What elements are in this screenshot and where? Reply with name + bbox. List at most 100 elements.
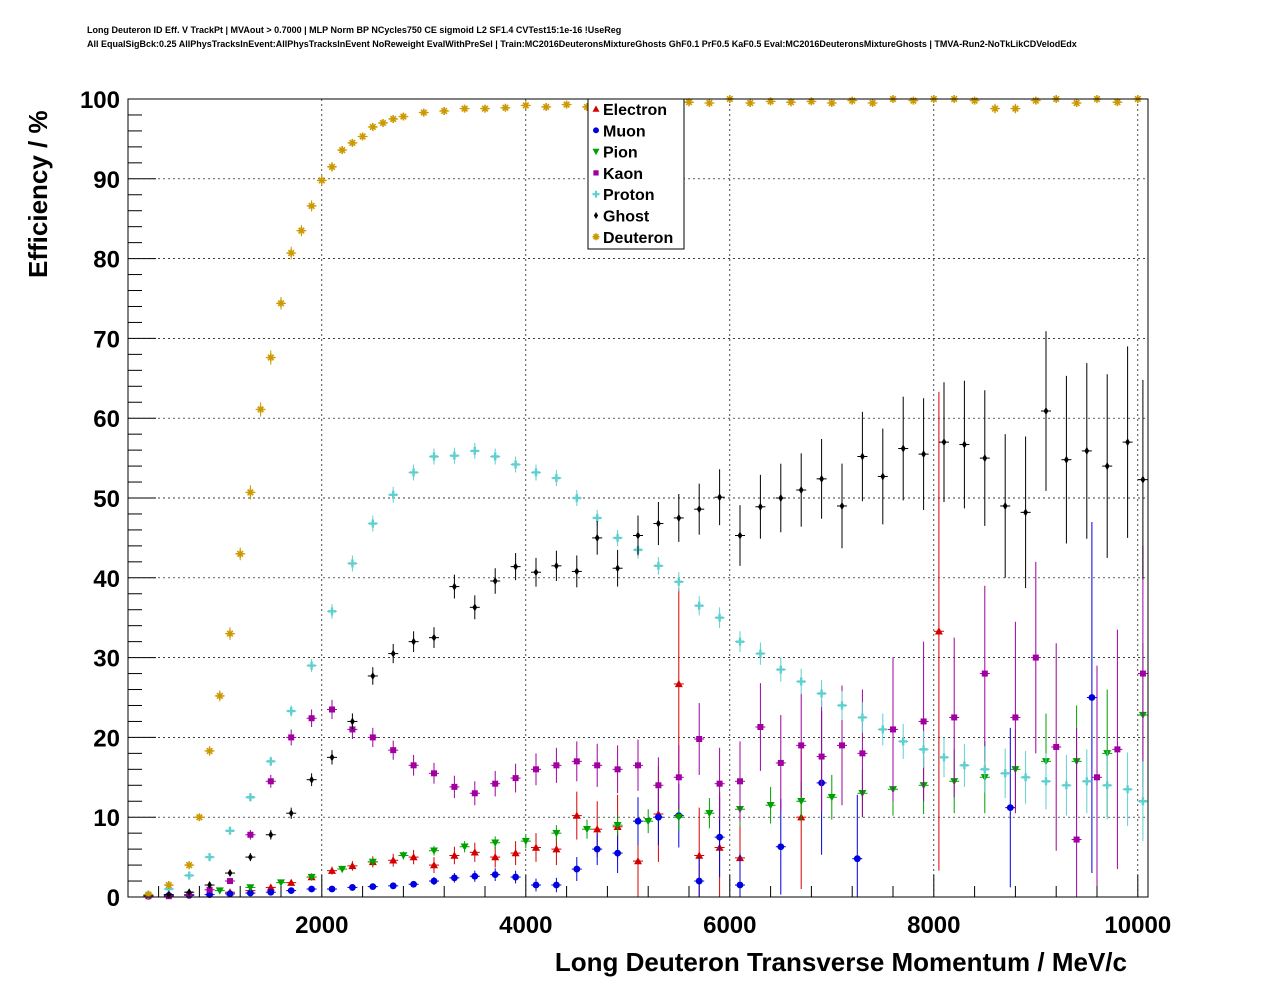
- x-tick-label: 10000: [1104, 912, 1171, 939]
- data-point-muon: [225, 890, 235, 898]
- y-tick-label: 30: [93, 646, 120, 673]
- data-point-deuteron: [265, 350, 276, 365]
- data-point-kaon: [694, 703, 705, 775]
- data-point-ghost: [979, 390, 990, 526]
- data-point-electron: [429, 857, 439, 874]
- data-point-muon: [388, 882, 399, 890]
- data-point-deuteron: [163, 881, 174, 890]
- data-point-proton: [204, 853, 215, 862]
- legend-label-ghost: Ghost: [603, 209, 650, 226]
- data-point-deuteron: [418, 108, 429, 117]
- data-point-deuteron: [235, 547, 246, 561]
- data-point-muon: [429, 877, 439, 886]
- data-point-proton: [653, 557, 664, 575]
- data-point-proton: [979, 746, 990, 793]
- data-point-deuteron: [1071, 98, 1082, 107]
- data-point-deuteron: [990, 103, 1000, 114]
- series-electron: [225, 391, 944, 897]
- data-point-proton: [551, 470, 562, 487]
- data-point-ghost: [673, 494, 684, 542]
- data-point-kaon: [673, 745, 684, 810]
- data-point-proton: [877, 713, 888, 746]
- data-point-ghost: [1041, 331, 1051, 491]
- series-muon: [143, 521, 1097, 900]
- legend-item-electron: Electron: [592, 102, 667, 119]
- legend-box: [587, 98, 685, 250]
- data-point-deuteron: [745, 98, 756, 107]
- data-point-kaon: [408, 754, 419, 776]
- data-point-kaon: [286, 729, 297, 746]
- data-point-pion: [429, 845, 439, 856]
- data-point-muon: [510, 870, 521, 884]
- data-point-deuteron: [480, 104, 490, 113]
- legend: Electron Muon Pion Kaon Proton Ghost Deuteron: [587, 98, 685, 250]
- data-point-deuteron: [347, 138, 358, 147]
- data-point-muon: [367, 883, 378, 891]
- data-point-muon: [633, 797, 643, 846]
- data-point-muon: [408, 880, 419, 888]
- data-point-ghost: [469, 595, 480, 620]
- data-point-deuteron: [255, 402, 266, 417]
- data-point-electron: [286, 878, 297, 886]
- data-point-ghost: [1122, 346, 1133, 538]
- data-point-proton: [347, 555, 358, 572]
- data-point-deuteron: [357, 132, 368, 141]
- data-point-electron: [571, 791, 582, 840]
- legend-marker-electron: [592, 105, 600, 112]
- data-point-ghost: [959, 380, 970, 509]
- data-point-muon: [306, 885, 317, 893]
- data-point-deuteron: [327, 162, 337, 172]
- data-point-deuteron: [1112, 98, 1123, 107]
- legend-marker-proton: [592, 190, 600, 198]
- data-point-muon: [735, 853, 745, 897]
- data-point-proton: [714, 607, 725, 629]
- x-tick-label: 2000: [295, 912, 348, 939]
- data-point-muon: [592, 833, 603, 866]
- data-point-deuteron: [245, 485, 256, 500]
- data-point-pion: [551, 825, 562, 842]
- data-point-proton: [694, 596, 705, 616]
- y-tick-label: 0: [107, 885, 120, 912]
- data-point-kaon: [1010, 621, 1021, 814]
- data-point-kaon: [592, 743, 603, 787]
- data-point-pion: [306, 873, 317, 882]
- data-point-kaon: [1137, 545, 1148, 802]
- legend-label-muon: Muon: [603, 123, 646, 140]
- data-point-kaon: [531, 753, 541, 786]
- data-point-ghost: [1061, 375, 1072, 544]
- data-point-ghost: [367, 667, 378, 685]
- legend-item-deuteron: Deuteron: [592, 230, 673, 247]
- data-point-kaon: [979, 585, 990, 762]
- data-series: [143, 95, 1148, 900]
- data-point-electron: [490, 846, 501, 868]
- data-point-muon: [551, 877, 562, 893]
- data-point-ghost: [531, 557, 541, 587]
- x-tick-label: 4000: [499, 912, 552, 939]
- data-point-kaon: [571, 741, 582, 782]
- data-point-deuteron: [704, 98, 715, 107]
- data-point-ghost: [837, 463, 847, 549]
- data-point-muon: [694, 857, 705, 897]
- data-point-deuteron: [286, 246, 297, 260]
- data-point-kaon: [1092, 665, 1102, 890]
- data-point-deuteron: [367, 122, 378, 131]
- legend-marker-muon: [593, 127, 599, 134]
- data-point-pion: [520, 833, 531, 849]
- y-axis-label: Efficiency / %: [23, 110, 53, 278]
- data-point-deuteron: [520, 101, 531, 110]
- x-tick-label: 8000: [907, 912, 960, 939]
- data-point-deuteron: [908, 96, 919, 105]
- data-point-proton: [327, 604, 337, 619]
- series-kaon: [143, 545, 1148, 900]
- data-point-deuteron: [1030, 96, 1041, 105]
- data-point-proton: [286, 705, 297, 717]
- data-point-kaon: [306, 709, 317, 728]
- data-point-kaon: [796, 693, 807, 798]
- data-point-muon: [347, 884, 358, 891]
- legend-marker-ghost: [593, 212, 599, 219]
- data-point-ghost: [245, 853, 256, 862]
- data-point-kaon: [388, 740, 399, 760]
- grid: [128, 99, 1148, 897]
- y-tick-label: 90: [93, 167, 120, 194]
- data-point-pion: [214, 887, 225, 895]
